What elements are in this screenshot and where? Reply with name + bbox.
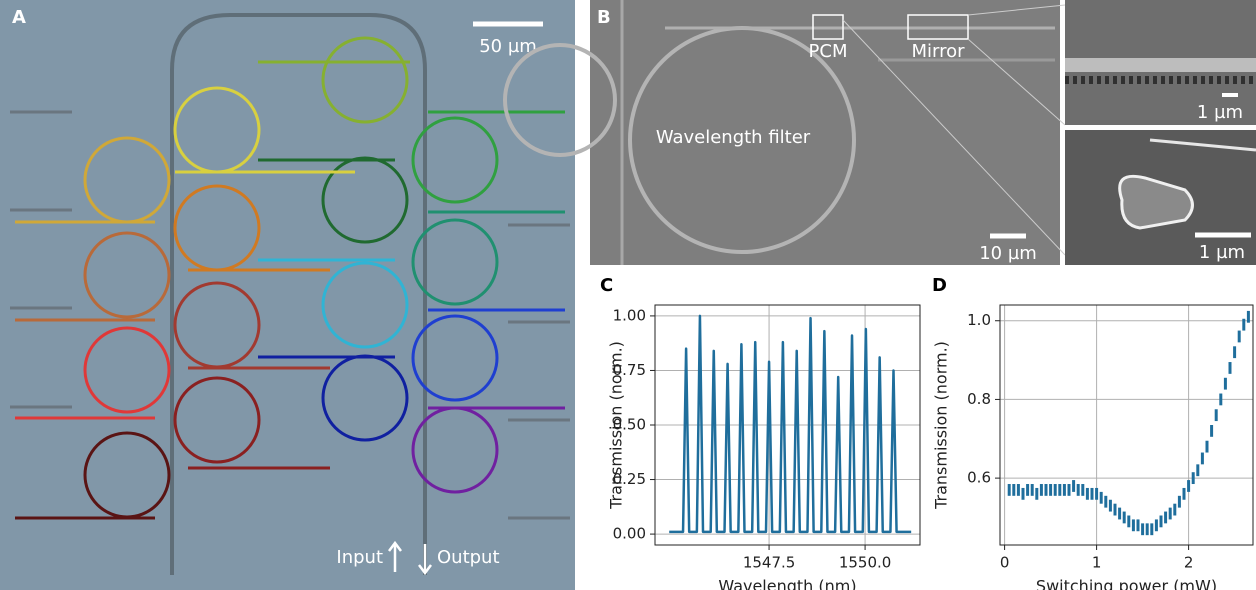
filter-label: Wavelength filter — [656, 127, 811, 148]
panel-label: D — [932, 275, 947, 296]
panel-label: C — [600, 275, 613, 296]
x-axis-label: Switching power (mW) — [1036, 577, 1217, 590]
panel-label: A — [12, 7, 26, 28]
x-tick-label: 1550.0 — [839, 554, 892, 572]
line-series — [669, 314, 912, 534]
y-tick-label: 0.75 — [613, 361, 646, 379]
axes-frame — [654, 304, 921, 546]
input-label: Input — [336, 547, 383, 568]
panel-a-image — [0, 0, 575, 590]
axes-frame — [999, 304, 1254, 546]
output-label: Output — [437, 547, 500, 568]
x-axis-label: Wavelength (nm) — [718, 577, 856, 590]
scale-bar-label: 10 µm — [979, 243, 1037, 264]
y-tick-label: 0.50 — [613, 416, 646, 434]
y-tick-label: 1.00 — [613, 306, 646, 324]
x-tick-label: 0 — [1000, 554, 1010, 572]
y-tick-label: 0.8 — [967, 390, 991, 408]
y-axis-label: Transmission (norm.) — [607, 341, 626, 510]
panel-label: B — [597, 7, 611, 28]
inset-scale-label: 1 µm — [1197, 102, 1243, 123]
x-tick-label: 2 — [1184, 554, 1194, 572]
y-axis-label: Transmission (norm.) — [932, 341, 951, 510]
y-tick-label: 0.00 — [613, 525, 646, 543]
x-tick-label: 1547.5 — [743, 554, 796, 572]
y-tick-label: 0.25 — [613, 470, 646, 488]
y-tick-label: 1.0 — [967, 311, 991, 329]
pcm-label: PCM — [809, 41, 848, 62]
y-tick-label: 0.6 — [967, 469, 991, 487]
x-tick-label: 1 — [1092, 554, 1102, 572]
panel-b-image — [503, 0, 1256, 265]
inset-scale-label: 1 µm — [1199, 242, 1245, 263]
mirror-label: Mirror — [911, 41, 965, 62]
scale-bar-label: 50 µm — [479, 36, 537, 57]
